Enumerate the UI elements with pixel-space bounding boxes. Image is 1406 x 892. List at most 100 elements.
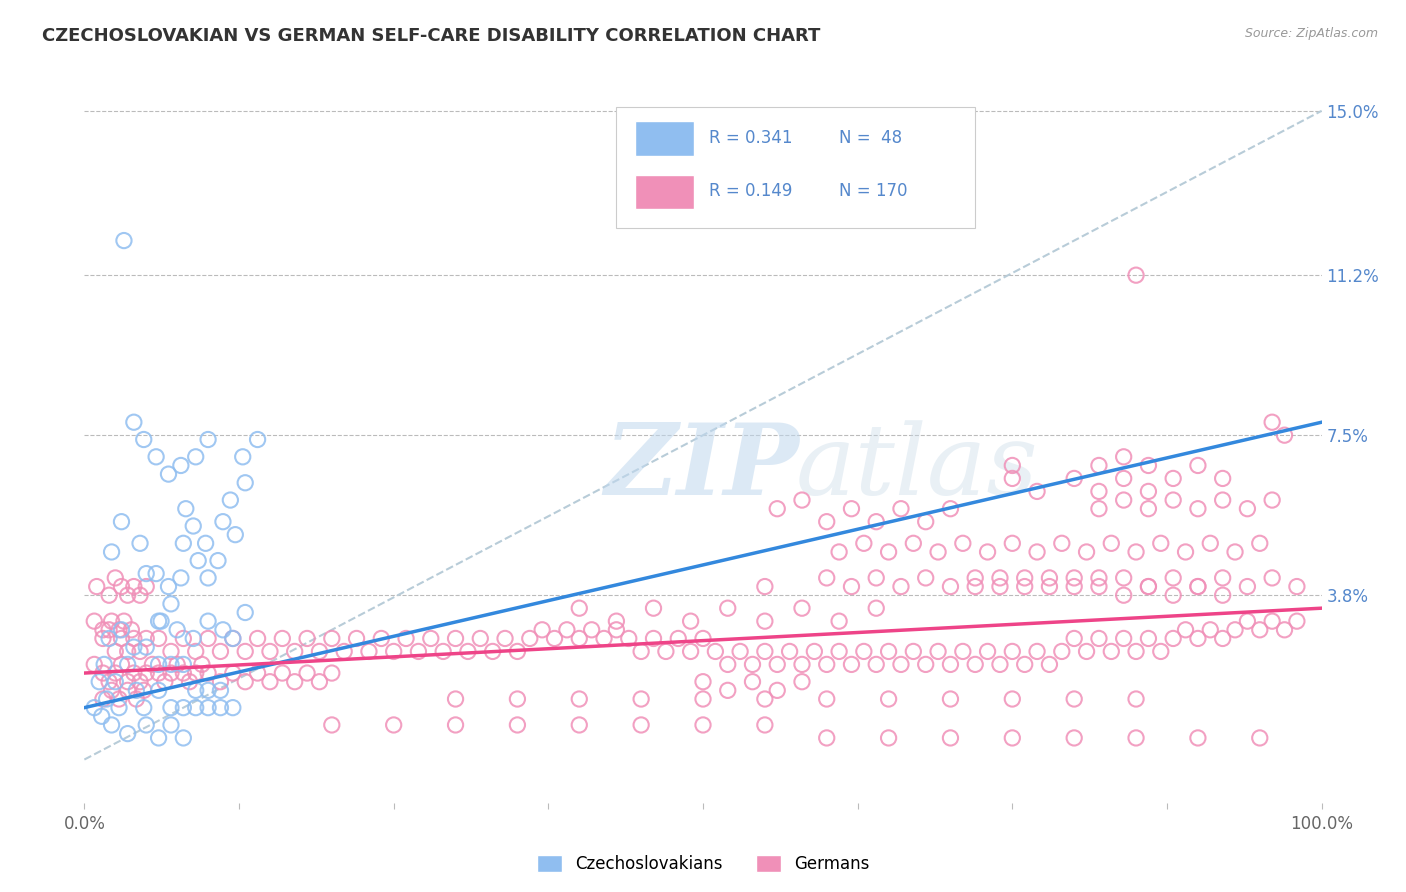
- Point: [965, 580, 987, 594]
- Point: [1174, 623, 1197, 637]
- Point: [1112, 571, 1135, 585]
- Point: [100, 718, 122, 732]
- Point: [112, 614, 135, 628]
- Point: [1125, 692, 1147, 706]
- Point: [1212, 493, 1234, 508]
- Point: [1038, 657, 1060, 672]
- Point: [1001, 458, 1024, 473]
- Point: [284, 644, 307, 658]
- Point: [828, 614, 851, 628]
- Point: [766, 657, 789, 672]
- Point: [108, 700, 131, 714]
- Point: [939, 657, 962, 672]
- Point: [568, 632, 591, 646]
- Point: [184, 666, 207, 681]
- Point: [184, 450, 207, 464]
- Point: [927, 545, 949, 559]
- Point: [679, 614, 702, 628]
- Point: [1249, 536, 1271, 550]
- Point: [170, 571, 193, 585]
- Point: [1063, 692, 1085, 706]
- Point: [1137, 501, 1160, 516]
- Point: [1285, 614, 1308, 628]
- Point: [135, 580, 157, 594]
- Point: [952, 536, 974, 550]
- Point: [382, 718, 405, 732]
- Text: CZECHOSLOVAKIAN VS GERMAN SELF-CARE DISABILITY CORRELATION CHART: CZECHOSLOVAKIAN VS GERMAN SELF-CARE DISA…: [42, 27, 821, 45]
- Point: [271, 666, 294, 681]
- Point: [122, 632, 145, 646]
- Point: [630, 692, 652, 706]
- Point: [568, 718, 591, 732]
- Point: [132, 433, 155, 447]
- Point: [1223, 545, 1246, 559]
- Point: [1001, 536, 1024, 550]
- Point: [815, 571, 838, 585]
- Point: [1088, 571, 1111, 585]
- Point: [1261, 415, 1284, 429]
- Point: [1038, 571, 1060, 585]
- Point: [1112, 588, 1135, 602]
- Text: N =  48: N = 48: [839, 128, 903, 146]
- Point: [157, 580, 180, 594]
- Point: [117, 657, 139, 672]
- Point: [444, 632, 467, 646]
- Point: [1099, 644, 1122, 658]
- Point: [122, 640, 145, 654]
- Point: [110, 580, 132, 594]
- Point: [98, 674, 121, 689]
- Point: [91, 692, 114, 706]
- Point: [197, 433, 219, 447]
- FancyBboxPatch shape: [636, 175, 695, 209]
- Point: [246, 666, 269, 681]
- Point: [1161, 493, 1184, 508]
- Point: [790, 493, 813, 508]
- Point: [754, 614, 776, 628]
- Point: [1112, 632, 1135, 646]
- Point: [148, 666, 170, 681]
- Point: [432, 644, 454, 658]
- Point: [841, 657, 863, 672]
- Point: [174, 501, 197, 516]
- Point: [630, 718, 652, 732]
- Point: [129, 588, 152, 602]
- Point: [91, 666, 114, 681]
- Point: [965, 571, 987, 585]
- Text: Source: ZipAtlas.com: Source: ZipAtlas.com: [1244, 27, 1378, 40]
- Point: [1001, 644, 1024, 658]
- Point: [815, 657, 838, 672]
- Point: [184, 700, 207, 714]
- Point: [939, 580, 962, 594]
- Point: [965, 657, 987, 672]
- Point: [110, 623, 132, 637]
- Point: [692, 718, 714, 732]
- Point: [233, 475, 256, 490]
- Point: [470, 632, 492, 646]
- Point: [108, 692, 131, 706]
- Point: [1274, 623, 1296, 637]
- Point: [939, 731, 962, 745]
- Point: [122, 666, 145, 681]
- Point: [93, 657, 115, 672]
- Point: [976, 644, 998, 658]
- Point: [1088, 484, 1111, 499]
- Point: [141, 657, 163, 672]
- Point: [148, 683, 170, 698]
- Point: [704, 644, 727, 658]
- Point: [160, 718, 183, 732]
- Point: [108, 623, 131, 637]
- Point: [181, 519, 204, 533]
- Point: [172, 731, 194, 745]
- Point: [444, 692, 467, 706]
- Point: [1063, 580, 1085, 594]
- Point: [1249, 623, 1271, 637]
- Point: [122, 580, 145, 594]
- Point: [1161, 471, 1184, 485]
- Point: [1261, 614, 1284, 628]
- Point: [89, 674, 111, 689]
- Point: [692, 632, 714, 646]
- Point: [224, 527, 246, 541]
- Point: [129, 536, 152, 550]
- Point: [212, 623, 235, 637]
- Point: [1137, 632, 1160, 646]
